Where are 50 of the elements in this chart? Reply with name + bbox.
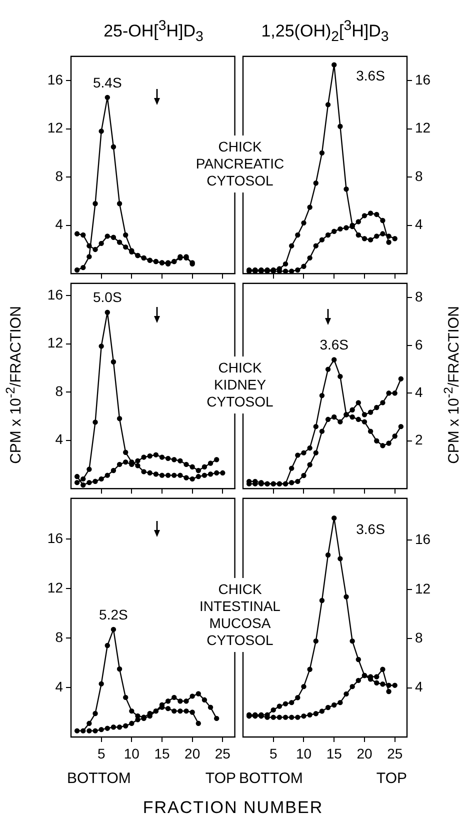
x-axis-title: FRACTION NUMBER (142, 798, 324, 817)
x-tick-label: 5 (269, 745, 278, 762)
y-tick-label: 12 (47, 580, 64, 596)
annotation: 5.2S (99, 606, 128, 622)
y-tick-label: 6 (415, 336, 423, 352)
x-tick-label: 15 (154, 745, 170, 762)
y-tick-label: 16 (415, 71, 431, 88)
y-tick-label: 4 (55, 678, 64, 694)
annotation: 5.4S (92, 74, 122, 90)
x-tick-label: 10 (296, 745, 312, 762)
annotation: 5.0S (92, 289, 122, 306)
x-tick-label: 25 (214, 745, 231, 762)
x-tick-label: 20 (356, 745, 372, 762)
y-tick-label: 2 (415, 432, 423, 448)
y-tick-label: 8 (55, 382, 64, 399)
y-tick-label: 4 (415, 384, 423, 400)
x-tick-label: 5 (97, 745, 106, 762)
y-tick-label: 16 (47, 286, 64, 302)
y-tick-label: 8 (55, 628, 64, 645)
y-tick-label: 8 (415, 288, 423, 305)
x-tick-label: 10 (124, 745, 140, 762)
annotation: CHICK INTESTINAL MUCOSA CYTOSOL (198, 578, 282, 652)
text: TOP (205, 770, 236, 787)
chart-title: 1,25(OH)$_{2}$[$^{3}$H]D$_{3}$ (261, 18, 389, 46)
y-tick-label: 8 (415, 168, 423, 184)
y-tick-label: 12 (47, 334, 64, 351)
y-tick-label: 4 (415, 216, 423, 232)
annotation: 3.6S (320, 336, 349, 353)
y-tick-label: 16 (47, 530, 64, 546)
y-tick-label: 4 (55, 216, 64, 232)
y-tick-label: 12 (415, 580, 431, 596)
annotation: CHICK PANCREATIC CYTOSOL (194, 135, 286, 192)
y-tick-label: 8 (415, 629, 423, 646)
y-tick-label: 12 (415, 120, 431, 136)
y-tick-label: 4 (415, 678, 423, 695)
y-tick-label: 12 (47, 120, 64, 136)
text: TOP (376, 770, 407, 787)
y-tick-label: 4 (55, 431, 64, 448)
x-tick-label: 25 (387, 745, 403, 762)
y-tick-label: 16 (415, 531, 431, 548)
y-tick-label: 16 (47, 71, 64, 88)
x-tick-label: 20 (184, 745, 200, 762)
chart-title: 25-OH[$^{3}$H]D$_{3}$ (104, 18, 204, 46)
annotation: 3.6S (356, 520, 385, 537)
annotation: 3.6S (356, 68, 385, 84)
annotation: CHICK KIDNEY CYTOSOL (204, 356, 276, 413)
text: BOTTOM (67, 770, 131, 787)
text: BOTTOM (239, 770, 303, 787)
x-tick-label: 15 (326, 745, 342, 762)
y-tick-label: 8 (55, 168, 64, 184)
